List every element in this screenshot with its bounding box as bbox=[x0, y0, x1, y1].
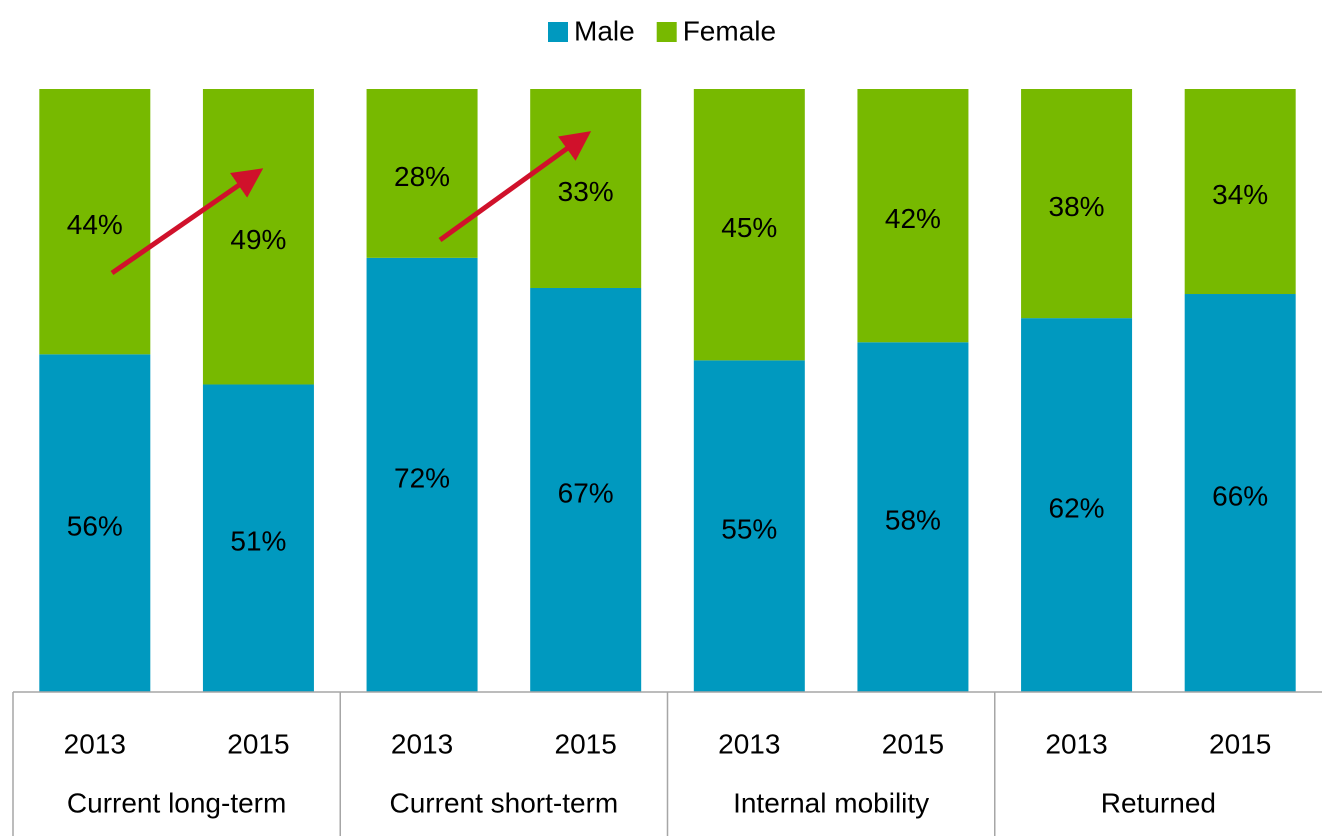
bar-segment bbox=[693, 89, 805, 361]
x-tick-label: 2015 bbox=[882, 728, 944, 759]
bar-segment bbox=[1184, 89, 1296, 295]
data-label: 38% bbox=[1049, 191, 1105, 222]
data-label: 67% bbox=[558, 477, 614, 508]
bar-segment bbox=[857, 342, 969, 692]
data-label: 28% bbox=[394, 161, 450, 192]
group-label: Returned bbox=[1101, 787, 1216, 818]
x-tick-label: 2013 bbox=[391, 728, 453, 759]
legend-swatch bbox=[656, 22, 677, 42]
bar-segment bbox=[1021, 318, 1133, 692]
data-label: 34% bbox=[1212, 179, 1268, 210]
data-label: 58% bbox=[885, 505, 941, 536]
data-label: 56% bbox=[67, 511, 123, 542]
bar-segment bbox=[530, 287, 642, 692]
bar-segment bbox=[366, 89, 478, 258]
group-label: Current long-term bbox=[67, 787, 286, 818]
data-label: 66% bbox=[1212, 480, 1268, 511]
x-tick-label: 2015 bbox=[1209, 728, 1271, 759]
bar-segment bbox=[39, 89, 151, 355]
legend-swatch bbox=[548, 22, 568, 42]
x-tick-label: 2013 bbox=[64, 728, 126, 759]
group-label: Internal mobility bbox=[733, 787, 929, 818]
bar-segment bbox=[1021, 89, 1133, 319]
data-label: 49% bbox=[230, 224, 286, 255]
x-tick-label: 2013 bbox=[1045, 728, 1107, 759]
group-label: Current short-term bbox=[390, 787, 619, 818]
trend-arrow bbox=[438, 131, 592, 243]
data-label: 51% bbox=[230, 526, 286, 557]
data-label: 42% bbox=[885, 203, 941, 234]
bar-segment bbox=[857, 89, 969, 343]
data-label: 55% bbox=[721, 514, 777, 545]
legend-label: Female bbox=[683, 15, 776, 46]
legend-label: Male bbox=[574, 15, 635, 46]
data-label: 62% bbox=[1049, 492, 1105, 523]
bar-segment bbox=[693, 360, 805, 692]
bar-segment bbox=[39, 354, 151, 692]
bar-segment bbox=[530, 89, 642, 288]
plot: 56% 44% 2013 51% 49% 2015 72% 28% 2013 67% 33% 2015… bbox=[12, 15, 1322, 836]
bar-segment bbox=[202, 384, 314, 692]
data-label: 44% bbox=[67, 209, 123, 240]
data-label: 45% bbox=[721, 212, 777, 243]
data-label: 72% bbox=[394, 462, 450, 493]
bar-segment bbox=[366, 257, 478, 692]
data-label: 33% bbox=[558, 176, 614, 207]
x-tick-label: 2013 bbox=[718, 728, 780, 759]
bar-segment bbox=[1184, 294, 1296, 692]
x-tick-label: 2015 bbox=[555, 728, 617, 759]
trend-arrow bbox=[110, 168, 264, 276]
bar-segment bbox=[202, 89, 314, 385]
x-tick-label: 2015 bbox=[227, 728, 289, 759]
